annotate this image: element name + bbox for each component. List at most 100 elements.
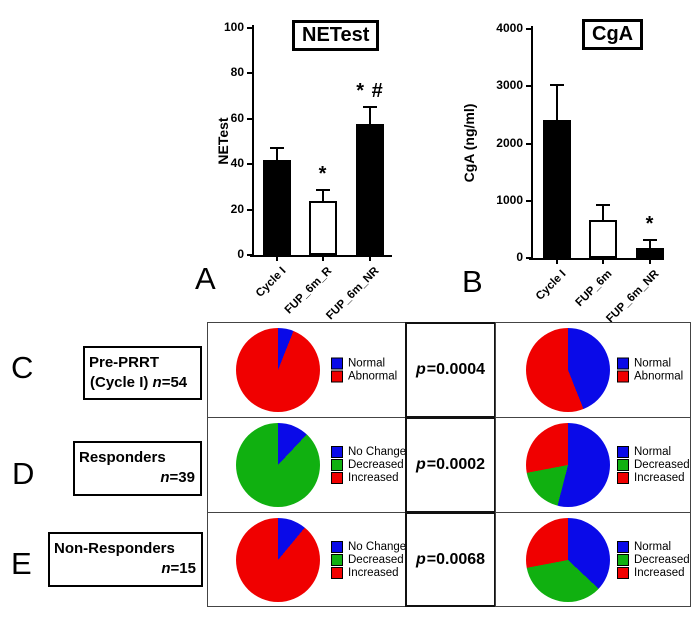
error-bar-cap [363, 106, 377, 109]
legend-item: Increased [617, 472, 690, 484]
legend-item: Decreased [331, 553, 406, 566]
legend-label-normal: Normal [634, 357, 672, 370]
error-bar-cap [596, 204, 610, 207]
n-value: =54 [161, 374, 188, 391]
legend-swatch-decreased [617, 553, 629, 566]
y-axis-tick-label: 20 [230, 201, 244, 216]
n-symbol: n [161, 560, 171, 577]
table-cell-pie-e-left: No Change Decreased Increased [207, 512, 406, 607]
legend-label-abnormal: Abnormal [634, 370, 684, 383]
table-cell-pvalue-c: p =0.0004 [405, 322, 496, 418]
y-axis-tick [526, 142, 531, 145]
pie-chart-responders-netest [236, 423, 320, 507]
y-axis-tick [526, 85, 531, 88]
table-cell-pvalue-e: p =0.0068 [405, 512, 496, 607]
legend-swatch-increased [331, 566, 343, 579]
legend-label-normal: Normal [634, 446, 672, 458]
legend-item: Increased [331, 566, 406, 579]
cga-title: CgA [592, 23, 634, 45]
x-axis-label: Cycle I [533, 268, 569, 303]
row-label-line2: n=39 [75, 468, 200, 488]
y-axis-tick [247, 72, 252, 75]
netest-y-axis-title: NETest [215, 117, 231, 165]
y-axis-tick-label: 100 [223, 20, 244, 34]
x-axis-label: FUP_6m [573, 268, 615, 310]
row-label-line1: Responders [79, 449, 166, 466]
row-label-line1: Non-Responders [54, 540, 175, 557]
legend-item: Normal [617, 357, 683, 370]
pie-chart-pre-prrt-cga [526, 328, 610, 412]
netest-title: NETest [302, 24, 370, 46]
table-cell-pie-c-right: Normal Abnormal [495, 322, 691, 418]
y-axis [531, 26, 533, 260]
y-axis-tick-label: 2000 [496, 135, 523, 150]
legend-item: Increased [331, 472, 406, 484]
legend-swatch-abnormal [331, 370, 343, 383]
p-value: =0.0068 [426, 550, 486, 568]
x-axis-tick [276, 257, 278, 261]
legend-item: Normal [331, 357, 397, 370]
y-axis-tick-label: 4000 [496, 21, 523, 35]
x-axis-label: Cycle I [253, 265, 289, 300]
legend-label-increased: Increased [634, 472, 685, 484]
y-axis-tick [247, 27, 252, 29]
legend-swatch-normal [617, 446, 629, 458]
legend-item: Decreased [617, 553, 690, 566]
legend-responders-netest: No Change Decreased Increased [331, 445, 406, 485]
legend-label-decreased: Decreased [348, 459, 404, 471]
y-axis-tick [526, 257, 531, 259]
error-bar-line [649, 240, 651, 249]
p-symbol: p [415, 456, 426, 473]
y-axis-tick [526, 28, 531, 30]
p-value: =0.0004 [426, 361, 486, 378]
row-label-line2: (Cycle I) n=54 [85, 373, 200, 393]
x-axis-tick [649, 260, 651, 264]
x-axis-tick [556, 260, 558, 264]
legend-responders-cga: Normal Decreased Increased [617, 445, 690, 485]
y-axis-tick [526, 199, 531, 202]
legend-label-increased: Increased [348, 566, 399, 579]
legend-item: Normal [617, 446, 690, 458]
legend-label-normal: Normal [348, 357, 386, 370]
error-bar-cap [316, 189, 330, 192]
legend-label-abnormal: Abnormal [348, 370, 398, 383]
n-value: =39 [169, 469, 195, 486]
bar-fup-6m-nr [356, 124, 384, 255]
x-axis-tick [322, 257, 324, 261]
legend-swatch-increased [331, 472, 343, 484]
legend-item: No Change [331, 540, 406, 553]
legend-swatch-increased [617, 566, 629, 579]
legend-label-no-change: No Change [348, 446, 407, 458]
y-axis-tick [247, 208, 252, 211]
panel-letter-d: D [12, 456, 35, 491]
legend-swatch-decreased [617, 459, 629, 471]
legend-label-increased: Increased [634, 566, 685, 579]
error-bar-cap [550, 83, 564, 86]
pie-chart-non-responders-cga [526, 518, 610, 602]
legend-non-responders-cga: Normal Decreased Increased [617, 540, 690, 580]
bar-fup-6m-nr [636, 247, 664, 258]
row-label-line2: n=15 [50, 559, 201, 579]
bar-fup-6m-r [309, 200, 337, 255]
legend-item: Decreased [617, 459, 690, 471]
significance-marker: * # [356, 80, 384, 103]
legend-swatch-abnormal [617, 370, 629, 383]
legend-item: Abnormal [617, 370, 684, 383]
error-bar-cap [643, 239, 657, 242]
error-bar-line [369, 107, 371, 126]
x-axis-label: FUP_6m_R [283, 265, 335, 317]
legend-swatch-increased [617, 472, 629, 484]
y-axis [252, 25, 254, 257]
p-value: =0.0002 [426, 456, 486, 473]
y-axis-tick-label: 1000 [496, 192, 523, 207]
legend-label-decreased: Decreased [348, 553, 404, 566]
n-symbol: n [152, 374, 162, 391]
table-cell-pie-c-left: Normal Abnormal [207, 322, 406, 418]
error-bar-line [322, 190, 324, 202]
error-bar-line [556, 84, 558, 122]
legend-item: No Change [331, 446, 406, 458]
y-axis-tick-label: 3000 [496, 78, 523, 93]
legend-swatch-normal [617, 357, 629, 370]
y-axis-tick-label: 60 [230, 110, 244, 125]
legend-item: Increased [617, 566, 690, 579]
